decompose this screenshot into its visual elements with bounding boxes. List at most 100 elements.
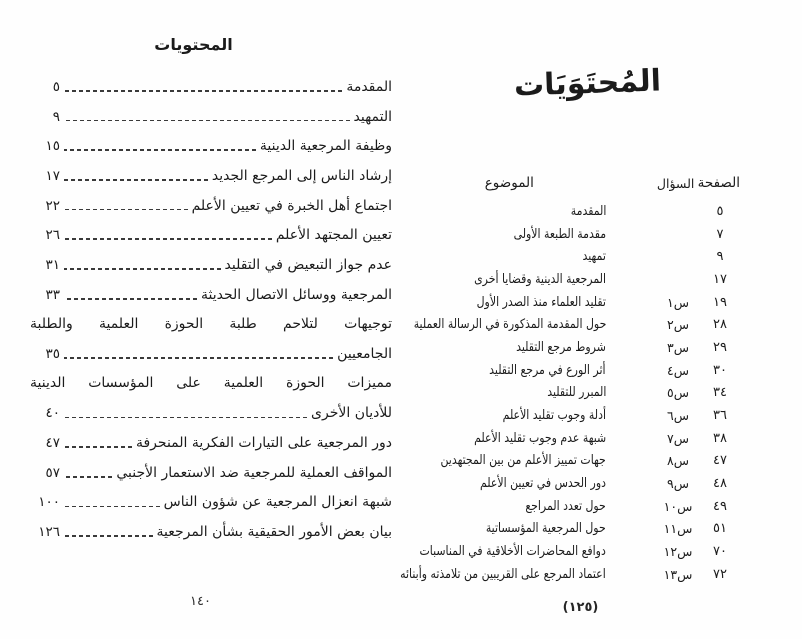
cell-subject-text: أدلة وجوب تقليد الأعلم	[502, 408, 606, 424]
dotted-leader	[64, 535, 153, 537]
cell-subject-text: تقليد العلماء منذ الصدر الأول	[476, 294, 606, 310]
table-row: ٥١ س١١ حول المرجعية المؤسساتية	[415, 518, 740, 541]
toc-entry-title: تعيين المجتهد الأعلم	[275, 227, 392, 244]
table-row: ٥ المقدمة	[415, 200, 740, 223]
cell-question-number: س٦	[667, 408, 689, 424]
toc-entry-page-number: ٢٢	[45, 197, 60, 214]
toc-entry-title: المرجعية ووسائل الاتصال الحديثة	[201, 286, 392, 303]
table-row: ٧٠ س١٢ دوافع المحاضرات الأخلاقية في المناس…	[415, 540, 740, 563]
cell-page-number: ٤٨	[713, 476, 727, 492]
table-row: ١٩ س١ تقليد العلماء منذ الصدر الأول	[415, 291, 740, 314]
table-row: ٤٧ س٨ جهات تمييز الأعلم من بين المجتهدين	[415, 450, 740, 473]
dotted-leader	[64, 238, 272, 241]
cell-question-number: س٤	[667, 362, 689, 378]
left-page-title: المحتويات	[154, 34, 233, 54]
toc-entry-title: اجتماع أهل الخبرة في تعيين الأعلم	[191, 197, 392, 214]
cell-page-number: ٢٩	[713, 339, 727, 355]
cell-page-number: ٥	[716, 203, 724, 219]
dotted-leader	[64, 505, 160, 508]
toc-entry: مميزات الحوزة العلمية على المؤسسات الدين…	[30, 374, 392, 391]
toc-entry: المرجعية ووسائل الاتصال الحديثة ٣٣	[30, 280, 392, 310]
cell-question-number: س٢	[667, 317, 689, 333]
toc-entry: شبهة انعزال المرجعية عن شؤون الناس ١٠٠	[30, 488, 392, 518]
cell-subject-text: دوافع المحاضرات الأخلاقية في المناسبات	[419, 544, 606, 560]
cell-page-number: ٣٨	[713, 430, 727, 446]
table-row: ٣٤ س٥ المبرر للتقليد	[415, 382, 740, 405]
cell-subject-text: المبرر للتقليد	[546, 385, 606, 401]
dotted-leader	[64, 357, 334, 359]
table-header-row: الصفحة السؤال الموضوع	[415, 170, 740, 196]
toc-entry-title: الجامعيين	[337, 346, 392, 363]
cell-subject-text: المقدمة	[570, 203, 606, 219]
left-folio: ١٤٠	[190, 594, 211, 609]
toc-entry-page-number: ١٠٠	[38, 494, 60, 511]
table-row: ٩ تمهيد	[415, 245, 740, 268]
cell-subject: المبرر للتقليد	[415, 385, 606, 400]
cell-subject-text: تمهيد	[582, 249, 606, 265]
cell-subject: أدلة وجوب تقليد الأعلم	[415, 408, 606, 423]
toc-entry-title: المقدمة	[346, 78, 392, 95]
dotted-leader	[64, 475, 113, 478]
left-page: المحتويات المقدمة ٥ التمهيد ٩ وظيفة المرجعية…	[30, 34, 392, 609]
dotted-leader	[64, 90, 343, 92]
cell-subject: تقليد العلماء منذ الصدر الأول	[415, 295, 606, 310]
cell-subject: جهات تمييز الأعلم من بين المجتهدين	[415, 453, 606, 468]
table-row: ١٧ المرجعية الدينية وقضايا أخرى	[415, 268, 740, 291]
cell-page-number: ٢٨	[713, 317, 727, 333]
right-folio: (١٢٥)	[562, 600, 599, 615]
cell-page-number: ٩	[716, 249, 724, 265]
cell-subject-text: حول المقدمة المذكورة في الرسالة العملية	[413, 317, 606, 333]
contents-table-body: ٥ المقدمة ٧ مقدمة الطبعة الأولى ٩ تمهيد ١٧ المر…	[400, 200, 740, 586]
toc-entry-page-number: ٢٦	[45, 227, 60, 244]
cell-page-number: ٥١	[713, 521, 727, 537]
cell-question-number: س٥	[667, 385, 689, 401]
table-row: ٧٢ س١٣ اعتماد المرجع على القريبين من تلامذ…	[400, 563, 740, 586]
toc-entry: اجتماع أهل الخبرة في تعيين الأعلم ٢٢	[30, 191, 392, 221]
toc-entry-title: بيان بعض الأمور الحقيقية بشأن المرجعية	[156, 524, 392, 541]
toc-entry-title: للأديان الأخرى	[311, 405, 392, 422]
cell-subject-text: حول تعدد المراجع	[525, 498, 606, 514]
cell-subject: المرجعية الدينية وقضايا أخرى	[415, 272, 606, 287]
toc-entry-title: عدم جواز التبعيض في التقليد	[224, 256, 392, 273]
cell-question-number: س٣	[667, 339, 689, 355]
table-row: ٣٠ س٤ أثر الورع في مرجع التقليد	[415, 359, 740, 382]
cell-question-number: س١٠	[663, 498, 693, 514]
cell-subject-text: شروط مرجع التقليد	[516, 339, 606, 355]
toc-entry: للأديان الأخرى ٤٠	[30, 399, 392, 429]
cell-question-number: س١٣	[663, 566, 693, 582]
toc-entry: بيان بعض الأمور الحقيقية بشأن المرجعية ١٢…	[30, 517, 392, 547]
right-page: المُحتَوَيَات الصفحة السؤال الموضوع ٥ الم…	[400, 0, 802, 639]
cell-subject: أثر الورع في مرجع التقليد	[415, 363, 606, 378]
cell-subject: حول تعدد المراجع	[415, 499, 606, 514]
cell-question-number: س١	[667, 294, 689, 310]
toc-entry: عدم جواز التبعيض في التقليد ٣١	[30, 250, 392, 280]
cell-page-number: ٧٠	[713, 544, 727, 560]
toc-entry-title: إرشاد الناس إلى المرجع الجديد	[211, 167, 392, 184]
dotted-leader	[64, 208, 188, 211]
cell-subject: تمهيد	[415, 249, 606, 264]
toc-entry: التمهيد ٩	[30, 102, 392, 132]
toc-entry-page-number: ١٢٦	[38, 524, 60, 541]
cell-subject: شروط مرجع التقليد	[415, 340, 606, 355]
dotted-leader	[64, 179, 208, 181]
dotted-leader	[64, 446, 132, 448]
column-header-subject: الموضوع	[484, 175, 534, 191]
toc-entry: وظيفة المرجعية الدينية ١٥	[30, 131, 392, 161]
cell-question-number: س٨	[667, 453, 689, 469]
cell-subject: دور الحدس في تعيين الأعلم	[415, 476, 606, 491]
toc-entry-page-number: ٤٠	[45, 405, 60, 422]
toc-entry: توجيهات لتلاحم طلبة الحوزة العلمية والطل…	[30, 315, 392, 332]
toc-entry: الجامعيين ٣٥	[30, 339, 392, 369]
dotted-leader	[64, 297, 197, 300]
cell-subject-text: أثر الورع في مرجع التقليد	[489, 362, 606, 378]
dotted-leader	[64, 119, 350, 122]
toc-entry-page-number: ٥٧	[45, 464, 60, 481]
cell-subject-text: جهات تمييز الأعلم من بين المجتهدين	[440, 453, 606, 469]
toc-entry-page-number: ٩	[52, 108, 60, 125]
cell-subject: حول المرجعية المؤسساتية	[415, 521, 606, 536]
table-row: ٢٨ س٢ حول المقدمة المذكورة في الرسالة العم…	[413, 313, 740, 336]
dotted-leader	[64, 149, 256, 152]
toc-entry: دور المرجعية على التيارات الفكرية المنحر…	[30, 428, 392, 458]
cell-subject-text: دور الحدس في تعيين الأعلم	[480, 476, 606, 492]
